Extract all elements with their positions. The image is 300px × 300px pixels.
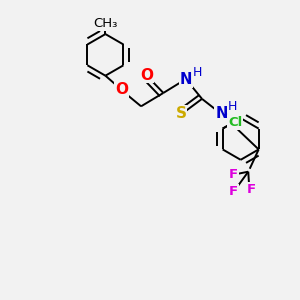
Text: F: F: [229, 184, 238, 197]
Text: O: O: [115, 82, 128, 98]
Text: S: S: [176, 106, 187, 121]
Text: H: H: [228, 100, 237, 113]
Text: N: N: [215, 106, 227, 121]
Text: F: F: [229, 168, 238, 181]
Text: H: H: [192, 66, 202, 79]
Text: N: N: [179, 72, 192, 87]
Text: F: F: [247, 183, 256, 196]
Text: Cl: Cl: [228, 116, 242, 129]
Text: CH₃: CH₃: [93, 17, 118, 30]
Text: O: O: [140, 68, 154, 82]
